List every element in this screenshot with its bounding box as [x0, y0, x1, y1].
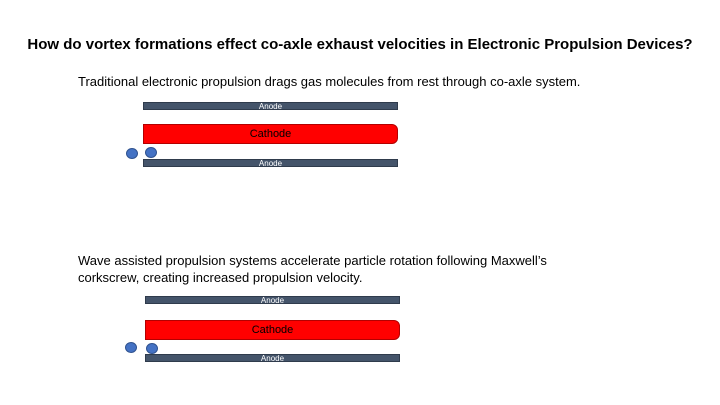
- anode-bottom-1: Anode: [143, 159, 398, 168]
- cathode-2: Cathode: [145, 320, 400, 340]
- wave-propulsion-text: Wave assisted propulsion systems acceler…: [78, 252, 547, 286]
- wave-propulsion-text-line1: Wave assisted propulsion systems acceler…: [78, 253, 547, 268]
- anode-top-1: Anode: [143, 102, 398, 111]
- anode-top-2: Anode: [145, 296, 400, 305]
- particle-2b: [146, 343, 158, 354]
- cathode-1: Cathode: [143, 124, 398, 144]
- wave-propulsion-text-line2: corkscrew, creating increased propulsion…: [78, 270, 363, 285]
- particle-1a: [126, 148, 138, 159]
- traditional-propulsion-text: Traditional electronic propulsion drags …: [78, 74, 581, 89]
- anode-bottom-2: Anode: [145, 354, 400, 363]
- particle-1b: [145, 147, 157, 158]
- slide-title: How do vortex formations effect co-axle …: [27, 36, 693, 53]
- particle-2a: [125, 342, 137, 353]
